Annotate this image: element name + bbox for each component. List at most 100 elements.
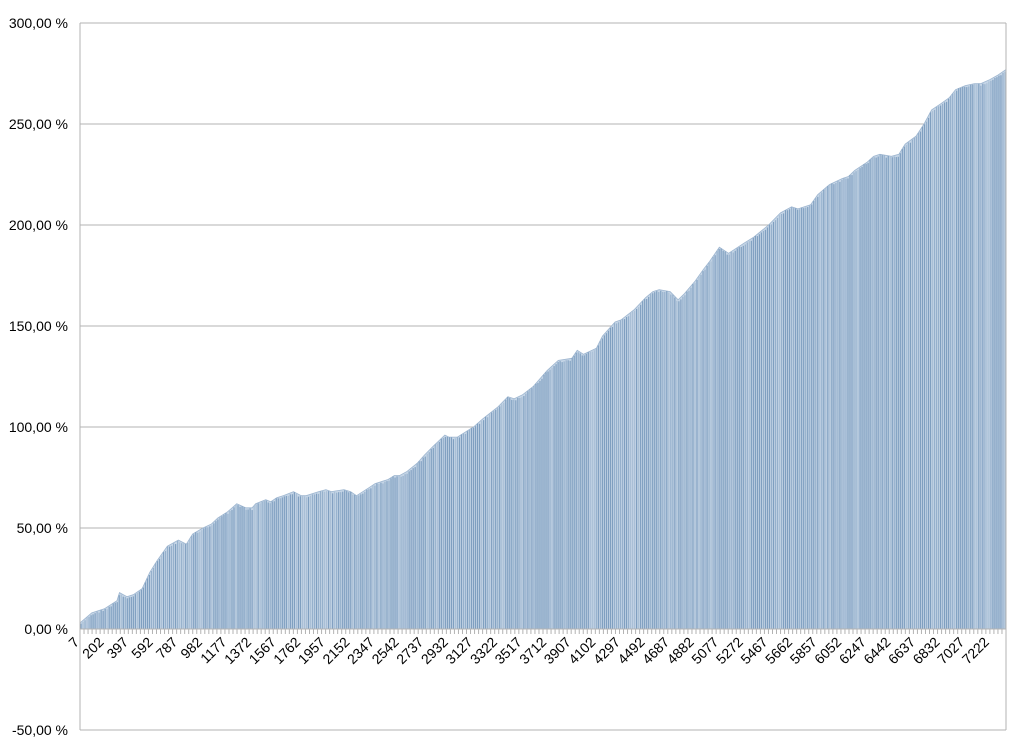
- data-bar: [859, 168, 861, 629]
- data-bar: [609, 327, 612, 629]
- data-bar: [817, 196, 819, 629]
- data-bar: [88, 616, 90, 629]
- data-bar: [452, 439, 455, 629]
- data-bar: [92, 614, 94, 629]
- data-bar: [909, 142, 911, 629]
- data-bar: [923, 124, 926, 630]
- x-tick-label: 592: [128, 634, 156, 662]
- data-bar: [664, 291, 666, 629]
- data-bar: [831, 183, 833, 629]
- data-bar: [569, 360, 571, 629]
- data-bar: [700, 274, 702, 629]
- data-bar: [835, 182, 837, 629]
- data-bar: [557, 361, 559, 629]
- data-bar: [807, 207, 809, 629]
- data-bar: [380, 482, 382, 629]
- x-tick-label: 6832: [909, 634, 942, 667]
- y-tick-label: 0,00 %: [24, 621, 68, 637]
- data-bar: [134, 594, 136, 629]
- data-bar: [964, 86, 966, 629]
- data-bar: [994, 77, 996, 630]
- data-bar: [690, 287, 692, 629]
- data-bar: [944, 102, 946, 630]
- data-bar: [575, 352, 577, 629]
- data-bar: [388, 480, 390, 629]
- data-bar: [549, 369, 551, 629]
- data-bar: [746, 242, 748, 629]
- data-bars-group: [80, 71, 1006, 630]
- data-bar: [881, 155, 883, 629]
- data-bar: [692, 284, 694, 629]
- data-bar: [744, 244, 746, 630]
- data-bar: [295, 494, 298, 629]
- data-bar: [114, 602, 116, 629]
- data-bar: [893, 156, 895, 629]
- x-tick-label: 4297: [590, 634, 623, 667]
- data-bar: [708, 262, 710, 629]
- data-bar: [352, 494, 354, 629]
- data-bar: [398, 475, 400, 629]
- data-bar: [640, 304, 642, 629]
- data-bar: [233, 507, 235, 629]
- data-bar: [551, 367, 553, 629]
- data-bar: [197, 532, 199, 629]
- data-bar: [819, 194, 821, 629]
- data-bar: [207, 527, 209, 629]
- data-bar: [454, 438, 457, 629]
- data-bar: [334, 491, 336, 629]
- data-bar: [235, 504, 237, 629]
- data-bar: [102, 610, 104, 629]
- data-bar: [432, 447, 434, 629]
- data-bar: [364, 491, 366, 629]
- data-bar: [100, 610, 102, 629]
- data-bar: [603, 335, 605, 629]
- data-bar: [275, 498, 277, 629]
- data-bar: [797, 209, 799, 630]
- data-bar: [660, 290, 662, 629]
- x-tick-label: 3907: [541, 634, 574, 667]
- y-tick-label: 150,00 %: [9, 318, 68, 334]
- data-bar: [619, 320, 622, 629]
- data-bar: [801, 207, 803, 630]
- data-bar: [259, 503, 261, 629]
- data-bar: [939, 105, 942, 630]
- data-bar: [758, 234, 761, 629]
- data-bar: [291, 494, 293, 629]
- data-bar: [438, 441, 440, 629]
- data-bar: [736, 248, 738, 629]
- data-bar: [251, 510, 253, 629]
- data-bar: [990, 80, 992, 630]
- data-bar: [249, 508, 251, 629]
- data-bar: [561, 362, 563, 629]
- data-bar: [682, 296, 684, 629]
- data-bar: [317, 493, 320, 629]
- data-bar: [456, 437, 459, 629]
- x-tick-label: 5857: [786, 634, 819, 667]
- data-bar: [104, 608, 106, 629]
- data-bar: [674, 297, 676, 629]
- data-bar: [710, 261, 712, 629]
- data-bar: [185, 544, 187, 629]
- x-tick-label: 5272: [713, 634, 746, 667]
- data-bar: [784, 210, 787, 629]
- data-bar: [861, 166, 863, 629]
- data-bar: [754, 236, 756, 629]
- data-bar: [756, 236, 758, 629]
- data-bar: [485, 416, 487, 629]
- x-tick-label: 7027: [934, 634, 967, 667]
- data-bar: [974, 83, 976, 630]
- data-bar: [110, 606, 112, 629]
- data-bar: [400, 476, 402, 629]
- data-bar: [489, 414, 491, 629]
- data-bar: [356, 496, 358, 629]
- data-bar: [497, 408, 499, 629]
- data-bar: [166, 546, 169, 629]
- data-bar: [247, 509, 249, 629]
- data-bar: [309, 495, 312, 629]
- data-bar: [770, 224, 773, 630]
- data-bar: [118, 595, 120, 629]
- data-bar: [191, 536, 193, 629]
- data-bar: [615, 323, 618, 629]
- data-bar: [633, 310, 636, 629]
- data-bar: [138, 591, 140, 629]
